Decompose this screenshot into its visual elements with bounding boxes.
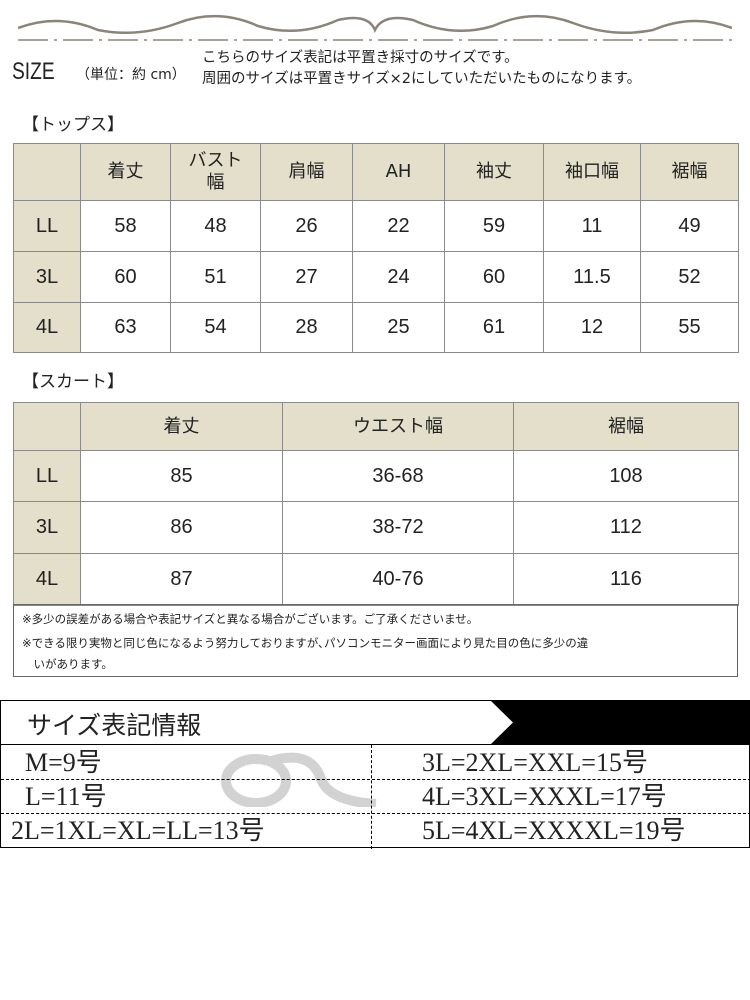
skirt-title: 【スカート】 — [22, 372, 124, 392]
table-row: 4L 63 54 28 25 61 12 55 — [13, 302, 739, 353]
header-cell: 着丈 — [80, 402, 283, 451]
header-cell — [13, 143, 81, 201]
value-cell: 26 — [260, 200, 353, 252]
value-cell: 36-68 — [282, 450, 514, 502]
row-divider — [1, 813, 750, 814]
header-cell: 肩幅 — [260, 143, 353, 201]
table-row: 4L 87 40-76 116 — [13, 553, 739, 606]
value-cell: 116 — [513, 553, 739, 606]
unit-label: （単位：約 cm） — [76, 67, 186, 83]
row-divider — [1, 779, 750, 780]
value-cell: 48 — [170, 200, 261, 252]
value-cell: 54 — [170, 302, 261, 353]
value-cell: 38-72 — [282, 501, 514, 554]
size-info-title: サイズ表記情報 — [27, 713, 202, 740]
tops-table: 着丈 バスト幅 肩幅 AH 袖丈 袖口幅 裾幅 LL 58 48 26 22 5… — [13, 143, 739, 353]
value-cell: 12 — [543, 302, 641, 353]
value-cell: 25 — [352, 302, 445, 353]
size-cell: 3L — [13, 501, 81, 554]
header-cell: 着丈 — [80, 143, 171, 201]
value-cell: 85 — [80, 450, 283, 502]
header-cell: ウエスト幅 — [282, 402, 514, 451]
value-cell: 27 — [260, 251, 353, 303]
value-cell: 11 — [543, 200, 641, 252]
value-cell: 49 — [640, 200, 739, 252]
value-cell: 11.5 — [543, 251, 641, 303]
value-cell: 60 — [80, 251, 171, 303]
size-cell: LL — [13, 450, 81, 502]
intro-line: こちらのサイズ表記は平置き採寸のサイズです。 — [202, 50, 519, 66]
size-cell: 4L — [13, 553, 81, 606]
black-banner — [491, 701, 750, 744]
header-cell — [13, 402, 81, 451]
size-equivalence: 5L=4XL=XXXXL=19号 — [422, 816, 686, 845]
value-cell: 61 — [444, 302, 544, 353]
intro-text: こちらのサイズ表記は平置き採寸のサイズです。 周囲のサイズは平置きサイズ×2にし… — [202, 48, 641, 90]
header-cell: 裾幅 — [513, 402, 739, 451]
note-line: いがあります。 — [22, 657, 113, 671]
value-cell: 60 — [444, 251, 544, 303]
header-cell: 袖丈 — [444, 143, 544, 201]
header-cell: バスト幅 — [170, 143, 261, 201]
value-cell: 108 — [513, 450, 739, 502]
column-divider — [371, 745, 372, 849]
value-cell: 51 — [170, 251, 261, 303]
tops-title: 【トップス】 — [22, 115, 124, 135]
size-equivalence: 3L=2XL=XXL=15号 — [422, 748, 648, 777]
notes-box: ※多少の誤差がある場合や表記サイズと異なる場合がございます。ご了承くださいませ。… — [13, 604, 738, 677]
header-cell: 袖口幅 — [543, 143, 641, 201]
table-row: LL 85 36-68 108 — [13, 450, 739, 502]
size-cell: LL — [13, 200, 81, 252]
size-info-panel: サイズ表記情報 M=9号 L=11号 2L=1XL=XL=LL=13号 3L=2… — [0, 700, 750, 849]
table-row: LL 58 48 26 22 59 11 49 — [13, 200, 739, 252]
size-equivalence: 2L=1XL=XL=LL=13号 — [11, 816, 265, 845]
header-cell: AH — [352, 143, 445, 201]
size-info-header: サイズ表記情報 — [1, 701, 750, 745]
value-cell: 40-76 — [282, 553, 514, 606]
value-cell: 55 — [640, 302, 739, 353]
value-cell: 59 — [444, 200, 544, 252]
table-row: 3L 60 51 27 24 60 11.5 52 — [13, 251, 739, 303]
note-line: ※多少の誤差がある場合や表記サイズと異なる場合がございます。ご了承くださいませ。 — [22, 612, 479, 626]
header-cell: 裾幅 — [640, 143, 739, 201]
size-equivalence: M=9号 — [25, 748, 102, 777]
value-cell: 112 — [513, 501, 739, 554]
value-cell: 28 — [260, 302, 353, 353]
table-row: 3L 86 38-72 112 — [13, 501, 739, 554]
value-cell: 22 — [352, 200, 445, 252]
value-cell: 58 — [80, 200, 171, 252]
size-equivalence: L=11号 — [25, 782, 107, 811]
value-cell: 86 — [80, 501, 283, 554]
tape-measure-icon — [221, 752, 377, 807]
value-cell: 52 — [640, 251, 739, 303]
skirt-table: 着丈 ウエスト幅 裾幅 LL 85 36-68 108 3L 86 38-72 … — [13, 402, 739, 606]
size-label: SIZE — [12, 58, 55, 85]
value-cell: 24 — [352, 251, 445, 303]
ornament-divider — [18, 15, 732, 41]
size-cell: 3L — [13, 251, 81, 303]
table-header-row: 着丈 バスト幅 肩幅 AH 袖丈 袖口幅 裾幅 — [13, 143, 739, 201]
intro-line: 周囲のサイズは平置きサイズ×2にしていただいたものになります。 — [202, 71, 642, 87]
size-cell: 4L — [13, 302, 81, 353]
value-cell: 63 — [80, 302, 171, 353]
note-line: ※できる限り実物と同じ色になるよう努力しておりますが､パソコンモニター画面により… — [22, 636, 589, 650]
value-cell: 87 — [80, 553, 283, 606]
size-equivalence: 4L=3XL=XXXL=17号 — [422, 782, 667, 811]
table-header-row: 着丈 ウエスト幅 裾幅 — [13, 402, 739, 451]
